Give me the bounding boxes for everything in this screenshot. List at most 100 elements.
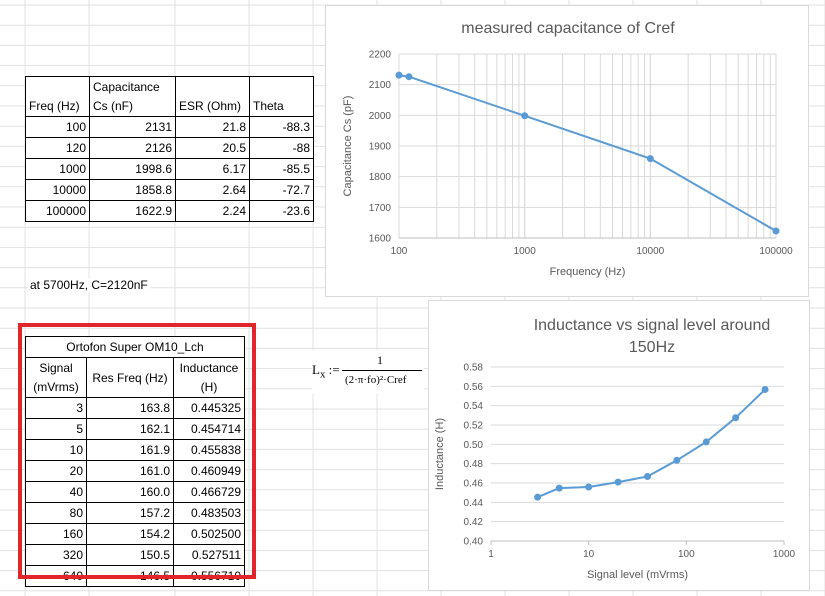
ind-table-cell[interactable]: 161.9 [86, 439, 174, 461]
cap-table-row: 1000 1998.6 6.17 -85.5 [25, 158, 314, 180]
ind-table-cell[interactable]: 0.454714 [173, 418, 245, 440]
cap-table-cell[interactable]: 20.5 [175, 137, 250, 159]
y-tick-label: 2000 [369, 111, 392, 122]
cap-table-cell[interactable]: 2131 [89, 116, 176, 138]
cap-table-cell[interactable]: -88 [249, 137, 314, 159]
ind-table-cell[interactable]: 0.460949 [173, 460, 245, 482]
cap-table-cell[interactable]: 120 [25, 137, 90, 159]
y-tick-label: 0.52 [464, 421, 484, 432]
cap-table-cell[interactable]: -72.7 [249, 179, 314, 201]
data-point [395, 71, 403, 79]
y-tick-label: 0.40 [464, 537, 484, 548]
formula-denominator: (2·π·fo)²·Cref [345, 374, 407, 386]
data-point [702, 438, 710, 446]
y-tick-label: 1600 [369, 234, 392, 245]
data-point [405, 73, 413, 81]
note-cell[interactable]: at 5700Hz, C=2120nF [28, 278, 150, 292]
x-tick-label: 100 [678, 549, 695, 560]
y-axis-title: Capacitance Cs (pF) [342, 96, 354, 197]
header-signal-line2: (mVrms) [33, 379, 79, 394]
cap-table-cell[interactable]: -85.5 [249, 158, 314, 180]
formula-numerator: 1 [377, 353, 383, 367]
cap-table-cell[interactable]: 10000 [25, 179, 90, 201]
y-tick-label: 0.54 [464, 401, 484, 412]
ind-table-cell[interactable]: 150.5 [86, 544, 174, 566]
data-point [673, 456, 681, 464]
ind-table-cell[interactable]: 40 [25, 481, 87, 503]
y-tick-label: 0.42 [464, 517, 484, 528]
x-tick-label: 100000 [759, 246, 793, 257]
chart-capacitance-svg: measured capacitance of Cref 1600 1700 1800… [342, 20, 793, 278]
chart-inductance[interactable]: Inductance vs signal level around 150Hz 0.… [428, 300, 810, 591]
x-tick-label: 1000 [773, 549, 796, 560]
y-tick-label: 0.48 [464, 459, 484, 470]
formula-object[interactable]: Lx := 1 (2·π·fo)²·Cref [312, 350, 424, 394]
cap-table-cell[interactable]: 2126 [89, 137, 176, 159]
chart-title: measured capacitance of Cref [461, 20, 675, 37]
cap-table-cell[interactable]: 6.17 [175, 158, 250, 180]
x-tick-label: 100 [391, 246, 408, 257]
cap-table-cell[interactable]: 2.24 [175, 200, 250, 222]
ind-table-cell[interactable]: 154.2 [86, 523, 174, 545]
ind-table-cell[interactable]: 0.445325 [173, 397, 245, 419]
y-axis-title: Inductance (H) [434, 418, 446, 490]
y-tick-label: 0.44 [464, 498, 484, 509]
y-tick-label: 0.46 [464, 479, 484, 490]
y-tick-label: 0.58 [464, 363, 484, 374]
x-axis-title: Frequency (Hz) [550, 266, 626, 278]
y-tick-label: 1900 [369, 142, 392, 153]
cap-table-cell[interactable]: 100000 [25, 200, 90, 222]
header-cap-line1: Capacitance [93, 80, 160, 94]
cap-table-cell[interactable]: 1998.6 [89, 158, 176, 180]
ind-table-row: 160 154.2 0.502500 [25, 523, 245, 545]
inductance-table: Ortofon Super OM10_Lch Signal (mVrms) Res… [25, 336, 245, 587]
chart-capacitance[interactable]: measured capacitance of Cref 1600 1700 1800… [325, 5, 809, 297]
capacitance-table: Freq (Hz) Capacitance Cs (nF) ESR (Ohm) T… [25, 76, 314, 222]
x-tick-label: 10000 [636, 246, 664, 257]
header-cap-line2: Cs (nF) [93, 99, 133, 113]
header-signal-line1: Signal [39, 360, 73, 375]
data-point [643, 472, 651, 480]
data-point [772, 227, 780, 235]
y-tick-label: 2200 [369, 50, 392, 61]
header-theta-text: Theta [253, 99, 284, 113]
cap-table-row: 100000 1622.9 2.24 -23.6 [25, 200, 314, 222]
x-tick-label: 1 [488, 549, 494, 560]
cap-table-cell[interactable]: 100 [25, 116, 90, 138]
y-tick-label: 1700 [369, 203, 392, 214]
chart-title: 150Hz [629, 339, 675, 356]
data-point [646, 155, 654, 163]
y-tick-label: 2100 [369, 80, 392, 91]
header-capacitance[interactable]: Capacitance Cs (nF) [89, 76, 176, 117]
cap-table-cell[interactable]: 1858.8 [89, 179, 176, 201]
ind-table-row: 10 161.9 0.455838 [25, 439, 245, 461]
y-tick-label: 0.50 [464, 440, 484, 451]
formula-assign: := [328, 362, 340, 377]
header-esr[interactable]: ESR (Ohm) [175, 76, 250, 117]
data-point [761, 386, 769, 394]
header-ind-line1: Inductance [179, 360, 239, 375]
chart-title: Inductance vs signal level around [534, 317, 771, 334]
ind-table-row: 40 160.0 0.466729 [25, 481, 245, 503]
data-point [732, 414, 740, 422]
cap-table-cell[interactable]: -23.6 [249, 200, 314, 222]
header-resfreq-text: Res Freq (Hz) [92, 370, 168, 385]
header-ind-line2: (H) [200, 379, 218, 394]
header-resfreq[interactable]: Res Freq (Hz) [86, 357, 174, 398]
cap-table-cell[interactable]: 1622.9 [89, 200, 176, 222]
data-point [521, 112, 529, 120]
ind-table-cell[interactable]: 10 [25, 439, 87, 461]
cap-table-cell[interactable]: 2.64 [175, 179, 250, 201]
ind-table-cell[interactable]: 163.8 [86, 397, 174, 419]
cap-table-cell[interactable]: -88.3 [249, 116, 314, 138]
cap-table-row: 100 2131 21.8 -88.3 [25, 116, 314, 138]
x-tick-label: 10 [583, 549, 595, 560]
cap-table-cell[interactable]: 1000 [25, 158, 90, 180]
cap-table-cell[interactable]: 21.8 [175, 116, 250, 138]
x-tick-label: 1000 [514, 246, 537, 257]
header-freq[interactable]: Freq (Hz) [25, 76, 90, 117]
header-theta[interactable]: Theta [249, 76, 314, 117]
header-freq-text: Freq (Hz) [29, 99, 80, 113]
data-point [585, 483, 593, 491]
ind-table-cell[interactable]: 80 [25, 502, 87, 524]
